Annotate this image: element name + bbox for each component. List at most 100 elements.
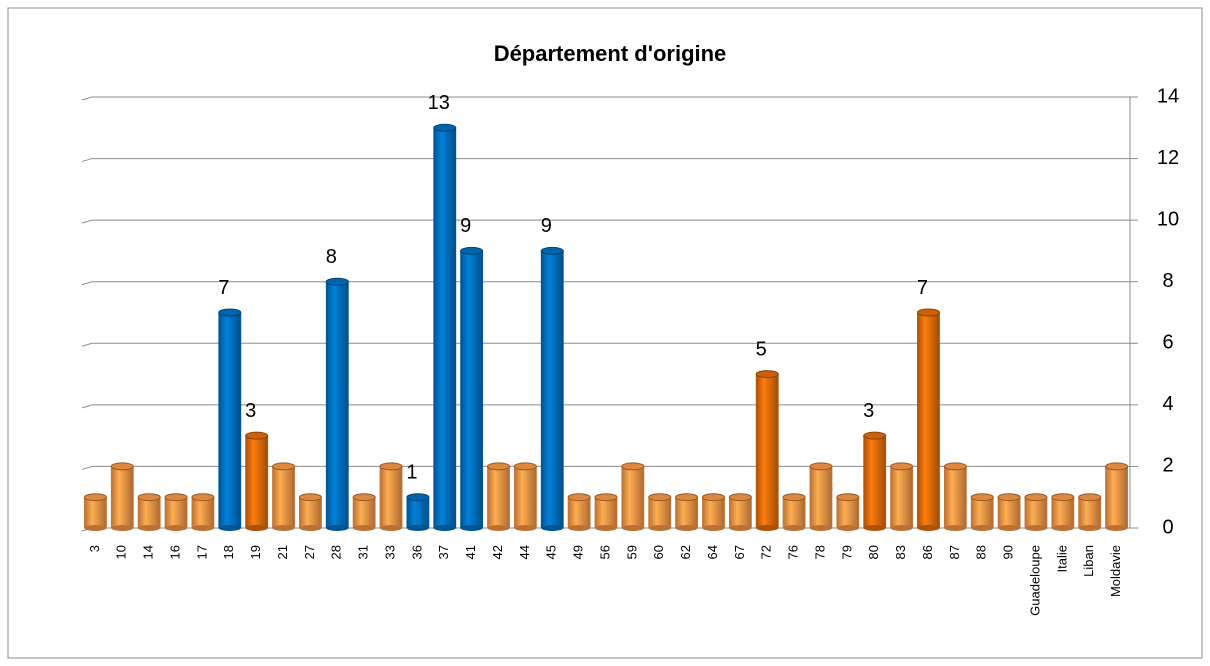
x-tick-label: 83 — [893, 545, 908, 559]
bar-cap — [513, 462, 537, 471]
bar-cap — [164, 493, 188, 502]
bar — [1024, 496, 1048, 529]
bar-cap — [675, 493, 699, 502]
bar-base — [380, 525, 403, 531]
x-tick-label: 87 — [947, 545, 962, 559]
bar-cap — [325, 277, 349, 286]
x-tick-label: 17 — [194, 545, 209, 559]
bar-base — [568, 525, 591, 531]
bar-cap — [433, 123, 457, 132]
bar — [1105, 466, 1128, 529]
bar-base — [406, 525, 429, 531]
bar-base — [138, 525, 161, 531]
bar — [513, 466, 537, 529]
bar — [890, 466, 914, 529]
x-tick-label: 59 — [624, 545, 639, 559]
bar-base — [514, 525, 537, 531]
bar-cap — [460, 246, 484, 255]
bar-base — [729, 525, 752, 531]
bar-cap — [83, 493, 107, 502]
bar — [836, 496, 860, 529]
x-tick-label: 49 — [571, 545, 586, 559]
data-label: 7 — [218, 277, 229, 299]
grid-line — [81, 158, 1130, 163]
bar — [245, 435, 269, 529]
x-tick-label: 33 — [382, 545, 397, 559]
bar-cap — [567, 493, 591, 502]
bar — [728, 496, 752, 529]
data-label: 9 — [460, 215, 471, 237]
x-tick-label: 21 — [275, 545, 290, 559]
x-tick-label: 31 — [356, 545, 371, 559]
bar-cap — [1105, 462, 1129, 471]
x-tick-label: 10 — [114, 545, 129, 559]
bar-base — [111, 525, 134, 531]
bar-cap — [836, 493, 860, 502]
bar — [1051, 496, 1075, 529]
chart-border — [7, 7, 1203, 659]
data-label: 13 — [428, 92, 450, 114]
data-label: 3 — [245, 400, 256, 422]
x-tick-label: 60 — [651, 545, 666, 559]
x-tick-label: 64 — [705, 545, 720, 559]
x-tick-label: 86 — [920, 545, 935, 559]
x-tick-label: 44 — [517, 545, 532, 559]
bar-cap — [1078, 493, 1102, 502]
data-label: 7 — [917, 277, 928, 299]
x-tick-label: Guadeloupe — [1027, 545, 1042, 616]
bar-base — [863, 525, 886, 531]
y-tick-label: 8 — [1162, 270, 1173, 292]
data-label: 5 — [756, 338, 767, 360]
x-tick-label: 45 — [544, 545, 559, 559]
bar-cap — [970, 493, 994, 502]
y-tick-label: 4 — [1162, 393, 1173, 415]
y-tick-label: 14 — [1157, 85, 1179, 107]
bar — [782, 496, 806, 529]
bar — [84, 496, 107, 529]
chart-title: Département d'origine — [494, 41, 727, 66]
x-tick-label: 72 — [759, 545, 774, 559]
bar-base — [809, 525, 832, 531]
bar — [540, 250, 564, 529]
bar-base — [487, 525, 510, 531]
bar — [352, 496, 376, 529]
bar-cap — [594, 493, 618, 502]
bar-cap — [218, 308, 242, 317]
x-tick-label: 37 — [436, 545, 451, 559]
bar — [137, 496, 161, 529]
bar-base — [702, 525, 725, 531]
bar-base — [998, 525, 1021, 531]
x-tick-label: 27 — [302, 545, 317, 559]
bar-cap — [245, 431, 269, 440]
bar — [917, 312, 940, 529]
bar — [325, 281, 349, 529]
bar-base — [944, 525, 967, 531]
x-tick-label: 28 — [329, 545, 344, 559]
grid-line — [81, 96, 1130, 101]
bar — [191, 496, 215, 529]
bar-cap — [137, 493, 161, 502]
x-tick-label: Moldavie — [1108, 545, 1123, 597]
x-tick-label: 19 — [248, 545, 263, 559]
bar-cap — [701, 493, 726, 502]
bar-cap — [298, 493, 322, 502]
bar-cap — [755, 370, 779, 379]
x-tick-label: 78 — [812, 545, 827, 559]
x-tick-label: 90 — [1001, 545, 1016, 559]
bar-cap — [782, 493, 806, 502]
bar-cap — [809, 462, 833, 471]
bar-cap — [191, 493, 215, 502]
bar — [567, 496, 591, 529]
bar-cap — [486, 462, 511, 471]
bar-base — [783, 525, 806, 531]
bar-base — [165, 525, 188, 531]
bar-base — [84, 525, 107, 531]
bar-base — [541, 525, 564, 531]
bar-cap — [379, 462, 403, 471]
bar — [809, 466, 833, 529]
y-tick-label: 2 — [1162, 455, 1173, 477]
bar-base — [971, 525, 994, 531]
bar — [863, 435, 887, 529]
bar-cap — [272, 462, 296, 471]
